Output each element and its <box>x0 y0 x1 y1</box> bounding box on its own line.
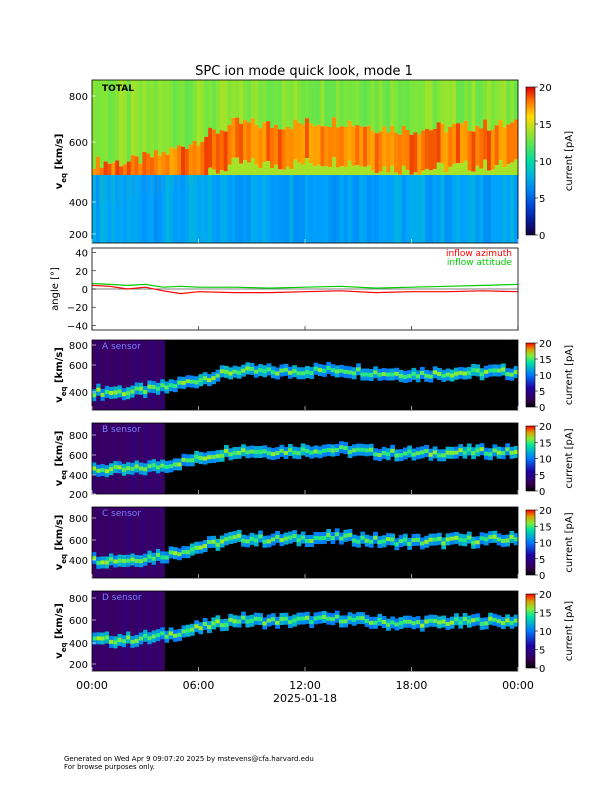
colorbar <box>525 425 536 492</box>
colorbar-tick-label: 15 <box>539 438 552 449</box>
colorbar-tick-label: 20 <box>539 506 552 517</box>
colorbar-tick-label: 0 <box>539 231 545 242</box>
xtick-label-3: 18:00 <box>396 679 428 692</box>
panel-label-sensor: B sensor <box>102 425 141 435</box>
colorbar-label: current [pA] <box>564 601 575 661</box>
spectrogram-sensor <box>92 340 519 410</box>
colorbar-tick-label: 20 <box>539 83 552 94</box>
ytick-label: −20 <box>67 303 88 314</box>
colorbar-tick-label: 5 <box>539 387 545 398</box>
colorbar-tick-label: 10 <box>539 371 552 382</box>
colorbar-tick-label: 20 <box>539 590 552 601</box>
colorbar <box>525 86 536 236</box>
ytick-label: 200 <box>69 490 88 501</box>
ytick-label: 800 <box>69 514 88 525</box>
spectrogram-sensor <box>92 591 519 671</box>
ytick-label: 800 <box>69 431 88 442</box>
colorbar-tick-label: 0 <box>539 403 545 414</box>
colorbar-tick-label: 20 <box>539 339 552 350</box>
ytick-label: 400 <box>69 471 88 482</box>
panel-0: TOTAL 200 400 600 800 veq [km/s] 0 5 10 15 20 curre… <box>54 79 575 244</box>
ytick-label: 400 <box>69 198 88 209</box>
colorbar-label: current [pA] <box>564 428 575 488</box>
spectrogram-sensor <box>92 507 519 578</box>
ytick-label: 0 <box>82 285 88 296</box>
colorbar <box>525 509 536 576</box>
colorbar-tick-label: 0 <box>539 571 545 582</box>
panel-label-sensor: A sensor <box>102 342 141 352</box>
series-line-1 <box>91 282 519 289</box>
colorbar-tick-label: 20 <box>539 422 552 433</box>
legend-entry-0: inflow azimuth <box>446 249 512 259</box>
y-axis-label: veq [km/s] <box>54 134 68 190</box>
colorbar-tick-label: 10 <box>539 539 552 550</box>
ytick-label: 200 <box>69 230 88 241</box>
colorbar-tick-label: 5 <box>539 646 545 657</box>
ytick-label: 600 <box>69 616 88 627</box>
colorbar-tick-label: 15 <box>539 609 552 620</box>
colorbar-tick-label: 10 <box>539 157 552 168</box>
colorbar-label: current [pA] <box>564 512 575 572</box>
chart-title: SPC ion mode quick look, mode 1 <box>195 64 413 79</box>
y-axis-label: veq [km/s] <box>54 515 68 571</box>
y-axis-label: veq [km/s] <box>54 431 68 487</box>
colorbar-tick-label: 10 <box>539 627 552 638</box>
xtick-label-2: 12:00 <box>289 679 321 692</box>
colorbar-tick-label: 5 <box>539 555 545 566</box>
ytick-label: 40 <box>75 249 88 260</box>
ytick-label: 200 <box>69 660 88 671</box>
ytick-label: 800 <box>69 341 88 352</box>
spectrogram-sensor <box>92 423 519 494</box>
colorbar-tick-label: 0 <box>539 487 545 498</box>
footer-generated: Generated on Wed Apr 9 09:07:20 2025 by … <box>64 755 314 763</box>
colorbar-label: current [pA] <box>564 131 575 191</box>
y-axis-label: angle [°] <box>50 267 61 311</box>
colorbar <box>525 593 536 669</box>
colorbar-tick-label: 15 <box>539 355 552 366</box>
colorbar-tick-label: 0 <box>539 664 545 675</box>
panel-label-sensor: D sensor <box>102 593 142 603</box>
spectrogram-total <box>92 80 519 243</box>
footer-browse-note: For browse purposes only. <box>64 763 155 771</box>
ytick-label: 400 <box>69 388 88 399</box>
ytick-label: 600 <box>69 138 88 149</box>
y-axis-label: veq [km/s] <box>54 347 68 403</box>
series-line-0 <box>91 284 519 295</box>
y-axis-label: veq [km/s] <box>54 603 68 659</box>
colorbar-tick-label: 5 <box>539 471 545 482</box>
ytick-label: 600 <box>69 451 88 462</box>
colorbar-label: current [pA] <box>564 345 575 405</box>
ytick-label: 600 <box>69 536 88 547</box>
colorbar-tick-label: 15 <box>539 120 552 131</box>
colorbar-tick-label: 5 <box>539 194 545 205</box>
colorbar-tick-label: 15 <box>539 522 552 533</box>
xtick-label-0: 00:00 <box>76 679 108 692</box>
ytick-label: 400 <box>69 556 88 567</box>
xtick-label-4: 00:00 <box>502 679 534 692</box>
ytick-label: 400 <box>69 639 88 650</box>
ytick-label: 600 <box>69 361 88 372</box>
xtick-label-1: 06:00 <box>183 679 215 692</box>
legend-entry-1: inflow attitude <box>447 258 513 268</box>
ytick-label: 20 <box>75 267 88 278</box>
date-label: 2025-01-18 <box>273 692 337 705</box>
ytick-label: 800 <box>69 594 88 605</box>
panel-label-total: TOTAL <box>102 84 134 94</box>
colorbar <box>525 342 536 408</box>
ytick-label: −40 <box>67 321 88 332</box>
ytick-label: 800 <box>69 92 88 103</box>
colorbar-tick-label: 10 <box>539 455 552 466</box>
panel-label-sensor: C sensor <box>102 509 141 519</box>
